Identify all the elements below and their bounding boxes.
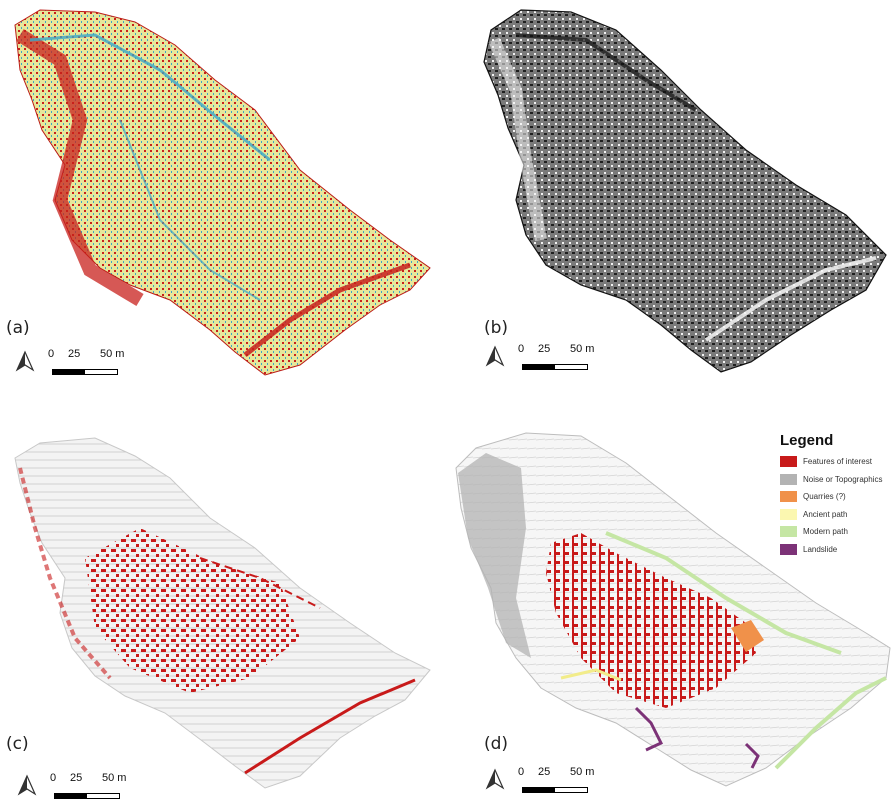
interpretation-map [455, 432, 891, 787]
scale-tick: 0 [518, 343, 525, 355]
scale-tick: 50 m [570, 766, 595, 778]
legend-swatch [780, 491, 797, 503]
north-arrow-icon [485, 345, 505, 367]
scale-tick: 0 [50, 772, 57, 784]
legend-item: Ancient path [780, 506, 892, 524]
north-arrow-icon [17, 774, 37, 796]
legend-label: Landslide [803, 544, 838, 554]
scale-bar: 0 25 50 m [14, 348, 154, 376]
legend-items: Features of interest Noise or Topographi… [780, 453, 892, 558]
panel-label: (d) [484, 734, 509, 754]
landslide [634, 706, 664, 752]
legend-item: Quarries (?) [780, 488, 892, 506]
legend-item: Noise or Topographics [780, 471, 892, 489]
legend-label: Ancient path [803, 509, 848, 519]
scale-tick: 50 m [570, 343, 595, 355]
quarry [731, 620, 764, 652]
landslide [744, 742, 760, 769]
scale-tick: 0 [518, 766, 525, 778]
scale-tick: 50 m [102, 772, 127, 784]
legend-item: Landslide [780, 541, 892, 559]
scale-bar-graphic [52, 369, 118, 375]
scale-bar: 0 25 50 m [16, 772, 156, 800]
legend-label: Features of interest [803, 457, 872, 467]
classified-features-map [14, 437, 431, 789]
legend-item: Features of interest [780, 453, 892, 471]
legend-label: Modern path [803, 527, 848, 537]
legend-swatch [780, 526, 797, 538]
north-arrow-icon [485, 768, 505, 790]
panel-b: (b) 0 25 50 m [446, 0, 892, 390]
scale-bar-graphic [522, 787, 588, 793]
scale-tick: 0 [48, 348, 55, 360]
panel-d: (d) 0 25 50 m [446, 408, 892, 798]
modern-path [605, 531, 842, 655]
scale-tick: 50 m [100, 348, 125, 360]
legend-swatch [780, 508, 797, 520]
legend-swatch [780, 543, 797, 555]
scale-bar: 0 25 50 m [484, 343, 624, 371]
legend-title: Legend [780, 432, 834, 449]
site-outline [14, 9, 431, 376]
scale-tick: 25 [68, 348, 81, 360]
ancient-path [560, 668, 622, 682]
panel-c: (c) 0 25 50 m [0, 408, 446, 800]
relief-map [483, 9, 887, 373]
legend-label: Noise or Topographics [803, 474, 883, 484]
panel-label: (b) [484, 318, 509, 338]
panel-label: (c) [6, 734, 29, 754]
slope-map [14, 9, 431, 376]
legend-swatch [780, 473, 797, 485]
scale-bar-graphic [522, 364, 588, 370]
map-legend: Legend Features of interest Noise or Top… [780, 432, 892, 558]
panel-label: (a) [6, 318, 30, 338]
features-area [546, 533, 756, 708]
legend-label: Quarries (?) [803, 492, 846, 502]
panel-a: (a) 0 25 50 m [0, 0, 446, 390]
scale-tick: 25 [538, 343, 551, 355]
scale-tick: 25 [538, 766, 551, 778]
modern-path [774, 676, 887, 770]
site-outline [483, 9, 887, 373]
north-arrow-icon [15, 350, 35, 372]
scale-tick: 25 [70, 772, 83, 784]
scale-bar-graphic [54, 793, 120, 799]
legend-swatch [780, 456, 797, 468]
scale-bar: 0 25 50 m [484, 766, 624, 794]
noise-area [458, 453, 531, 658]
legend-item: Modern path [780, 523, 892, 541]
